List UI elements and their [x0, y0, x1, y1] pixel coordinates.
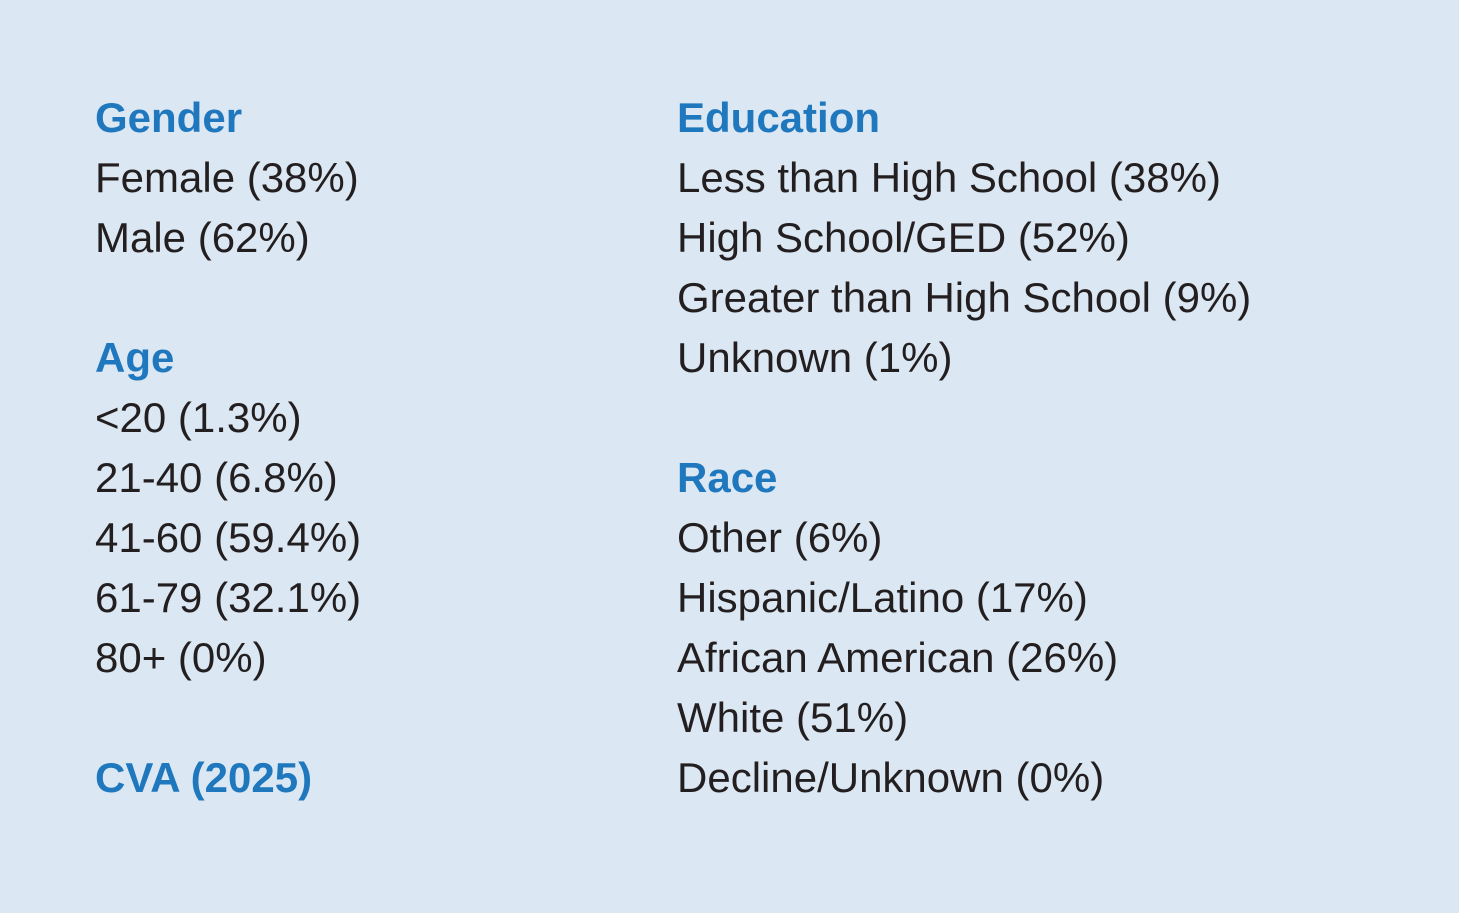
stat-line-gender-male: Male (62%)	[95, 214, 310, 261]
section-title-education: Education	[677, 94, 881, 141]
stat-line-race-decline-unknown: Decline/Unknown (0%)	[677, 754, 1105, 801]
section-title-age: Age	[95, 334, 175, 381]
right-column: Education Less than High School (38%) Hi…	[677, 88, 1251, 808]
stat-line-age-61-79: 61-79 (32.1%)	[95, 574, 362, 621]
section-title-race: Race	[677, 454, 778, 501]
stat-line-age-41-60: 41-60 (59.4%)	[95, 514, 362, 561]
spacer	[95, 688, 361, 748]
stat-line-race-hispanic-latino: Hispanic/Latino (17%)	[677, 574, 1088, 621]
stat-line-education-less-than-hs: Less than High School (38%)	[677, 154, 1221, 201]
stat-line-race-other: Other (6%)	[677, 514, 883, 561]
stat-line-education-unknown: Unknown (1%)	[677, 334, 953, 381]
stat-line-age-21-40: 21-40 (6.8%)	[95, 454, 338, 501]
stat-line-education-hs-ged: High School/GED (52%)	[677, 214, 1130, 261]
stat-line-gender-female: Female (38%)	[95, 154, 359, 201]
stat-line-race-white: White (51%)	[677, 694, 909, 741]
spacer	[677, 388, 1251, 448]
stat-line-education-greater-than-hs: Greater than High School (9%)	[677, 274, 1252, 321]
left-column: Gender Female (38%) Male (62%) Age <20 (…	[95, 88, 361, 808]
spacer	[95, 268, 361, 328]
section-title-gender: Gender	[95, 94, 243, 141]
source-label: CVA (2025)	[95, 754, 313, 801]
stat-line-age-under20: <20 (1.3%)	[95, 394, 302, 441]
stat-line-age-80plus: 80+ (0%)	[95, 634, 267, 681]
stat-line-race-african-american: African American (26%)	[677, 634, 1119, 681]
